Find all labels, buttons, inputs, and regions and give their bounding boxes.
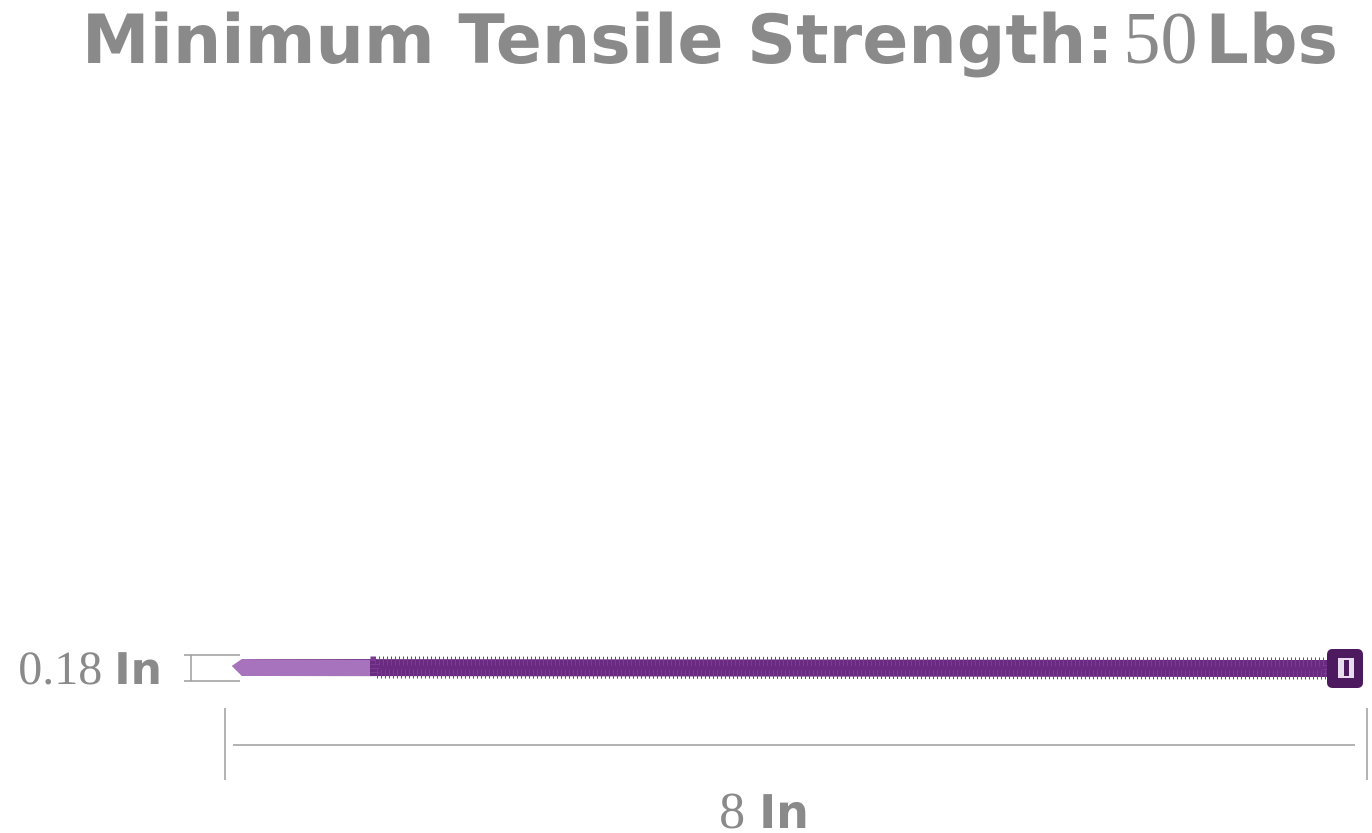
title: Minimum Tensile Strength: 50 Lbs: [82, 0, 1338, 80]
length-label: 8 In: [719, 783, 809, 833]
width-unit: In: [114, 644, 162, 695]
cable-tie: [232, 649, 1363, 688]
tie-tip: [232, 659, 370, 676]
length-value: 8: [719, 783, 745, 833]
title-label: Minimum Tensile Strength:: [82, 1, 1114, 80]
length-unit: In: [759, 785, 809, 833]
title-unit: Lbs: [1206, 1, 1338, 80]
width-label: 0.18 In: [18, 642, 162, 695]
title-value: 50: [1124, 0, 1198, 80]
tie-pawl: [1344, 660, 1349, 676]
width-value: 0.18: [18, 642, 102, 695]
